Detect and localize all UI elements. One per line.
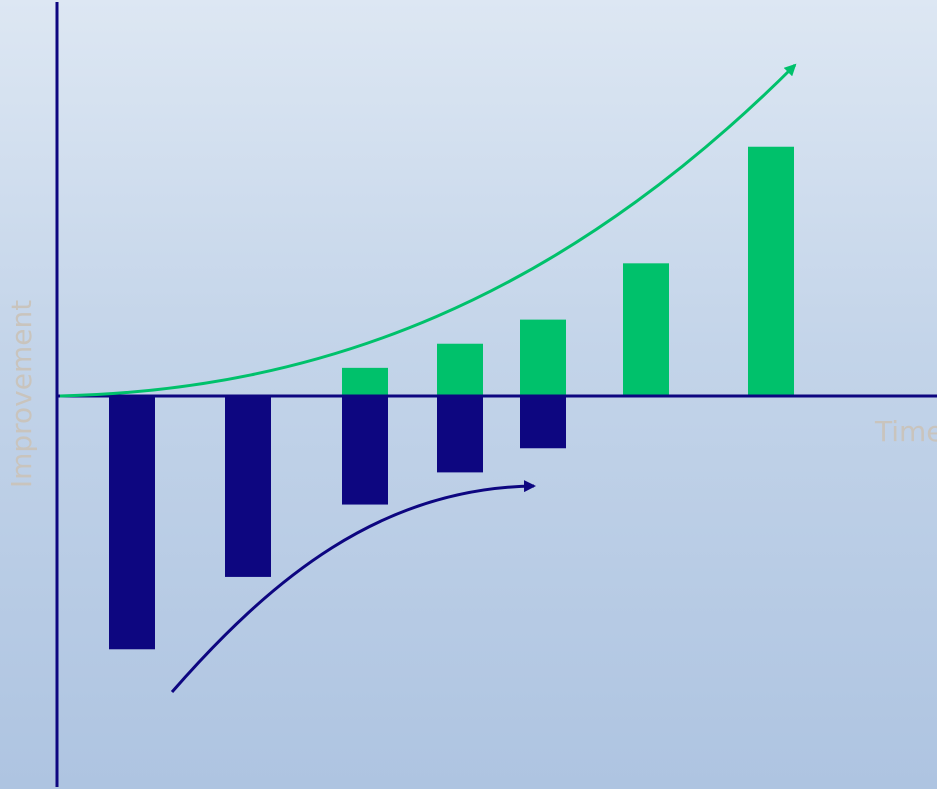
positive-bar-3 (342, 367, 388, 396)
bars-group (109, 146, 794, 650)
positive-bar-4 (437, 343, 483, 396)
recovery-trend-arrow (170, 480, 536, 693)
positive-bar-6 (623, 263, 669, 396)
positive-bar-7 (748, 146, 794, 396)
x-axis-label: Time (874, 415, 937, 448)
negative-bar-2 (225, 396, 271, 577)
growth-trend-arrow (59, 63, 797, 398)
negative-bar-5 (520, 396, 566, 449)
negative-bar-1 (109, 396, 155, 650)
positive-bar-5 (520, 319, 566, 396)
negative-bar-3 (342, 396, 388, 505)
y-axis-label: Improvement (5, 300, 38, 488)
negative-bar-4 (437, 396, 483, 473)
